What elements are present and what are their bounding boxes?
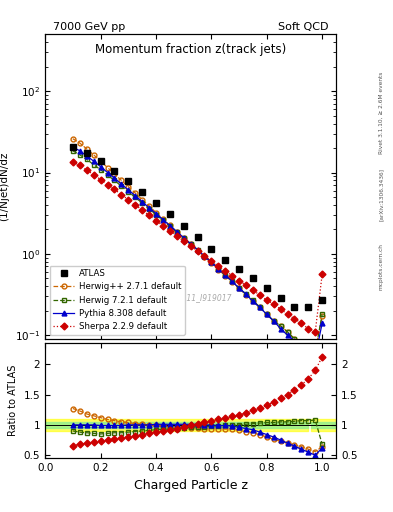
Text: [arXiv:1306.3436]: [arXiv:1306.3436] (379, 168, 384, 221)
Legend: ATLAS, Herwig++ 2.7.1 default, Herwig 7.2.1 default, Pythia 8.308 default, Sherp: ATLAS, Herwig++ 2.7.1 default, Herwig 7.… (50, 266, 185, 335)
Text: 7000 GeV pp: 7000 GeV pp (53, 22, 125, 32)
Text: Soft QCD: Soft QCD (278, 22, 328, 32)
X-axis label: Charged Particle z: Charged Particle z (134, 479, 248, 492)
Y-axis label: (1/Njet)dN/dz: (1/Njet)dN/dz (0, 152, 9, 221)
Text: ATLAS_2011_I919017: ATLAS_2011_I919017 (149, 293, 232, 303)
Text: Rivet 3.1.10, ≥ 2.6M events: Rivet 3.1.10, ≥ 2.6M events (379, 72, 384, 154)
Text: Momentum fraction z(track jets): Momentum fraction z(track jets) (95, 44, 286, 56)
Y-axis label: Ratio to ATLAS: Ratio to ATLAS (8, 365, 18, 436)
Text: mcplots.cern.ch: mcplots.cern.ch (379, 243, 384, 290)
